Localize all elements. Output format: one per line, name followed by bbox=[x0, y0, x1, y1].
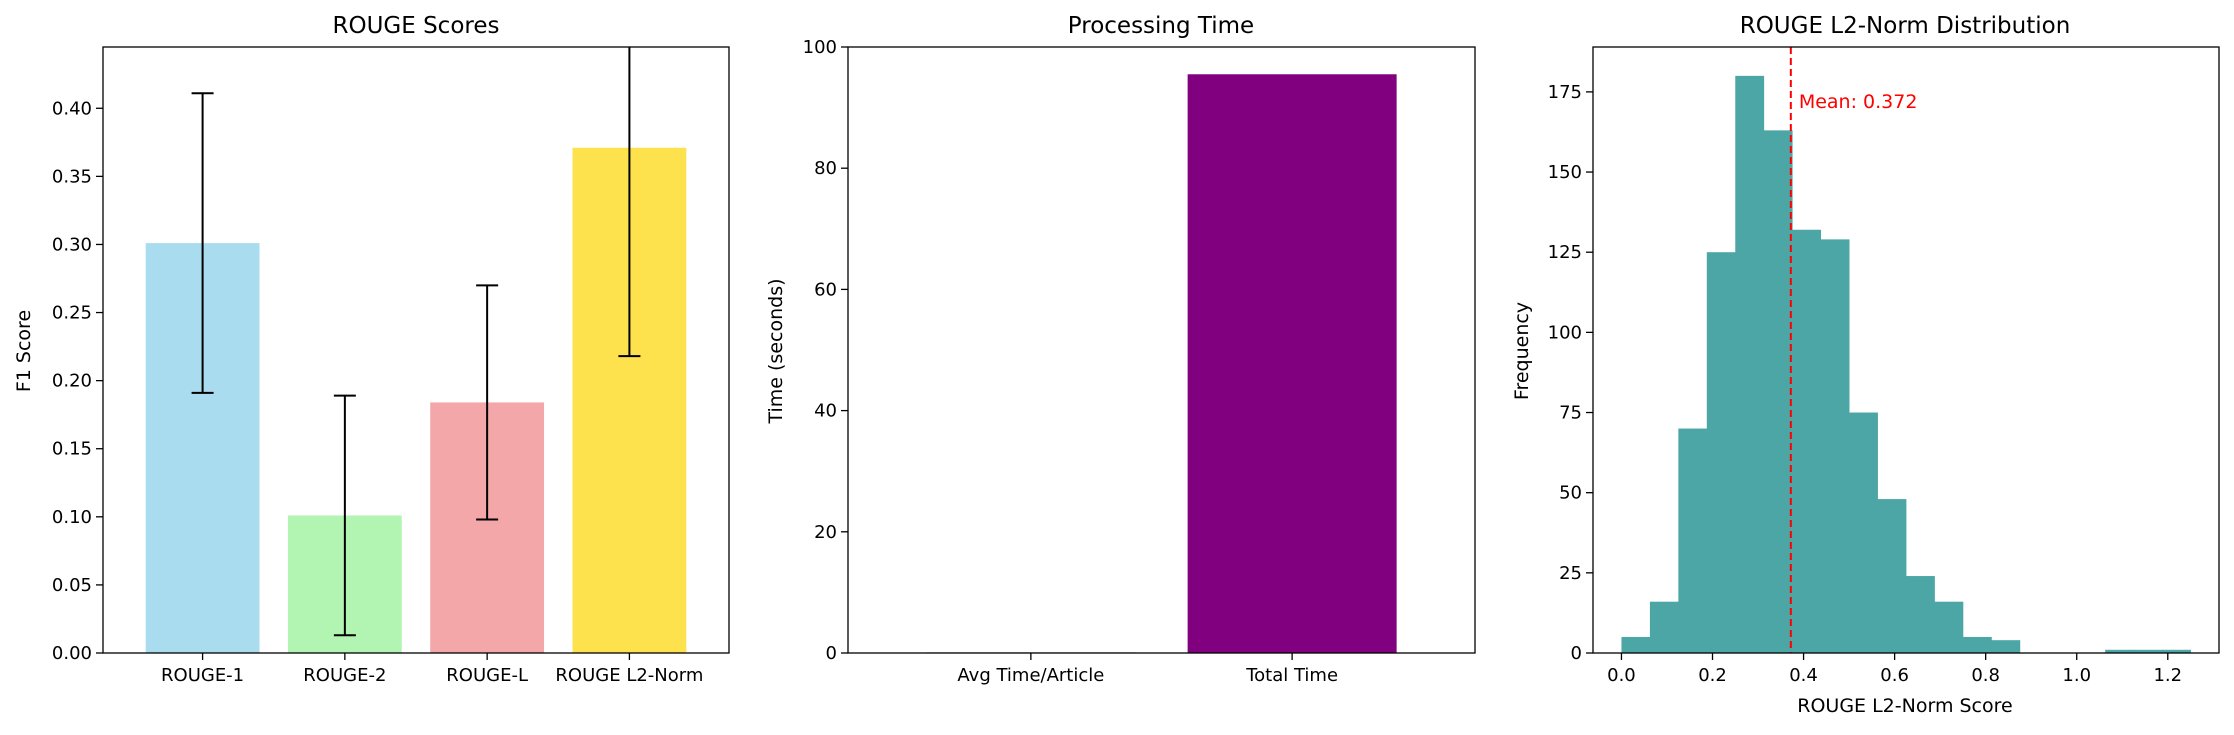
processing-time-bar bbox=[1187, 74, 1397, 653]
mean-annotation: Mean: 0.372 bbox=[1799, 91, 1918, 113]
rouge-scores-xtick-label: ROUGE-1 bbox=[161, 665, 244, 686]
histogram-bar bbox=[1735, 75, 1765, 654]
rouge-scores-ytick-label: 0.15 bbox=[52, 439, 92, 460]
rouge-scores-plot-frame bbox=[102, 46, 730, 654]
rouge-scores-marks: 0.00 0.05 0.10 0.15 0.20 0.25 0.30 0.35 0.40 ROUG… bbox=[52, 47, 703, 686]
rouge-scores-ytick-label: 0.00 bbox=[52, 643, 92, 664]
l2norm-distribution-ylabel: Frequency bbox=[1511, 302, 1533, 400]
l2norm-distribution-ytick-label: 100 bbox=[1548, 322, 1582, 343]
rouge-scores-ytick-label: 0.05 bbox=[52, 575, 92, 596]
histogram-bar bbox=[1621, 636, 1651, 653]
processing-time-ytick-label: 100 bbox=[803, 37, 837, 58]
histogram-bar bbox=[2133, 649, 2163, 653]
l2norm-distribution-marks: 0 25 50 75 100 125 150 175 0.0 0.2 0.4 0.6 0.8 1.0 1.2… bbox=[1548, 47, 2191, 686]
histogram-bar bbox=[1962, 636, 1992, 653]
rouge-scores-title: ROUGE Scores bbox=[333, 13, 500, 39]
l2norm-distribution-xtick-label: 1.2 bbox=[2153, 665, 2182, 686]
l2norm-distribution-ytick-label: 25 bbox=[1559, 563, 1582, 584]
l2norm-distribution-title: ROUGE L2-Norm Distribution bbox=[1740, 13, 2071, 39]
l2norm-distribution-ytick-label: 50 bbox=[1559, 483, 1582, 504]
histogram-bar bbox=[2162, 649, 2191, 653]
l2norm-distribution-xtick-label: 0.0 bbox=[1607, 665, 1636, 686]
rouge-scores-ylabel: F1 Score bbox=[13, 310, 35, 392]
rouge-scores-ytick-label: 0.35 bbox=[52, 166, 92, 187]
histogram-bar bbox=[1706, 252, 1736, 653]
processing-time-marks: 0 20 40 60 80 100 Avg Time/Article Total Time bbox=[803, 37, 1397, 686]
rouge-scores-ytick-label: 0.25 bbox=[52, 303, 92, 324]
processing-time-ytick-label: 0 bbox=[826, 643, 837, 664]
processing-time-xtick-label: Avg Time/Article bbox=[957, 665, 1104, 686]
histogram-bar bbox=[1763, 130, 1793, 653]
l2norm-distribution-panel: ROUGE L2-Norm Distribution Frequency ROU… bbox=[1511, 13, 2220, 717]
l2norm-distribution-xtick-label: 0.4 bbox=[1789, 665, 1818, 686]
rouge-scores-panel: ROUGE Scores F1 Score 0.000.050.100.150.… bbox=[13, 13, 730, 686]
histogram-bar bbox=[1877, 499, 1907, 653]
l2norm-distribution-plot-frame bbox=[1592, 46, 2220, 654]
histogram-bar bbox=[2105, 649, 2135, 653]
l2norm-distribution-ytick-label: 0 bbox=[1571, 643, 1582, 664]
l2norm-distribution-ytick-label: 150 bbox=[1548, 162, 1582, 183]
histogram-bar bbox=[1649, 601, 1679, 653]
l2norm-distribution-xtick-label: 0.2 bbox=[1698, 665, 1727, 686]
l2norm-distribution-ytick-label: 175 bbox=[1548, 82, 1582, 103]
l2norm-distribution-xtick-label: 1.0 bbox=[2062, 665, 2091, 686]
histogram-bar bbox=[1991, 640, 2021, 653]
rouge-scores-xtick-label: ROUGE L2-Norm bbox=[555, 665, 703, 686]
histogram-bar bbox=[1849, 412, 1878, 653]
rouge-scores-ytick-label: 0.30 bbox=[52, 234, 92, 255]
processing-time-ytick-label: 60 bbox=[814, 279, 837, 300]
rouge-scores-ytick-label: 0.10 bbox=[52, 507, 92, 528]
l2norm-distribution-xtick-label: 0.8 bbox=[1971, 665, 2000, 686]
processing-time-ytick-label: 40 bbox=[814, 401, 837, 422]
histogram-bar bbox=[1678, 428, 1708, 653]
rouge-scores-xtick-label: ROUGE-L bbox=[446, 665, 528, 686]
histogram-bar bbox=[1934, 601, 1964, 653]
histogram-bar bbox=[1820, 239, 1850, 653]
l2norm-distribution-xtick-label: 0.6 bbox=[1880, 665, 1909, 686]
l2norm-distribution-ytick-label: 75 bbox=[1559, 403, 1582, 424]
processing-time-ytick-label: 80 bbox=[814, 158, 837, 179]
histogram-bar bbox=[1792, 229, 1822, 653]
l2norm-distribution-xlabel: ROUGE L2-Norm Score bbox=[1797, 695, 2012, 717]
processing-time-plot-frame bbox=[847, 46, 1476, 654]
l2norm-distribution-ytick-label: 125 bbox=[1548, 242, 1582, 263]
rouge-scores-ytick-label: 0.40 bbox=[52, 98, 92, 119]
rouge-scores-ytick-label: 0.20 bbox=[52, 371, 92, 392]
processing-time-ytick-label: 20 bbox=[814, 522, 837, 543]
processing-time-xtick-label: Total Time bbox=[1245, 665, 1338, 686]
processing-time-ylabel: Time (seconds) bbox=[765, 278, 787, 424]
processing-time-title: Processing Time bbox=[1068, 13, 1254, 39]
rouge-scores-xtick-label: ROUGE-2 bbox=[303, 665, 386, 686]
processing-time-panel: Processing Time Time (seconds) 0 20 40 60 80… bbox=[765, 13, 1476, 686]
histogram-bar bbox=[1906, 576, 1935, 653]
